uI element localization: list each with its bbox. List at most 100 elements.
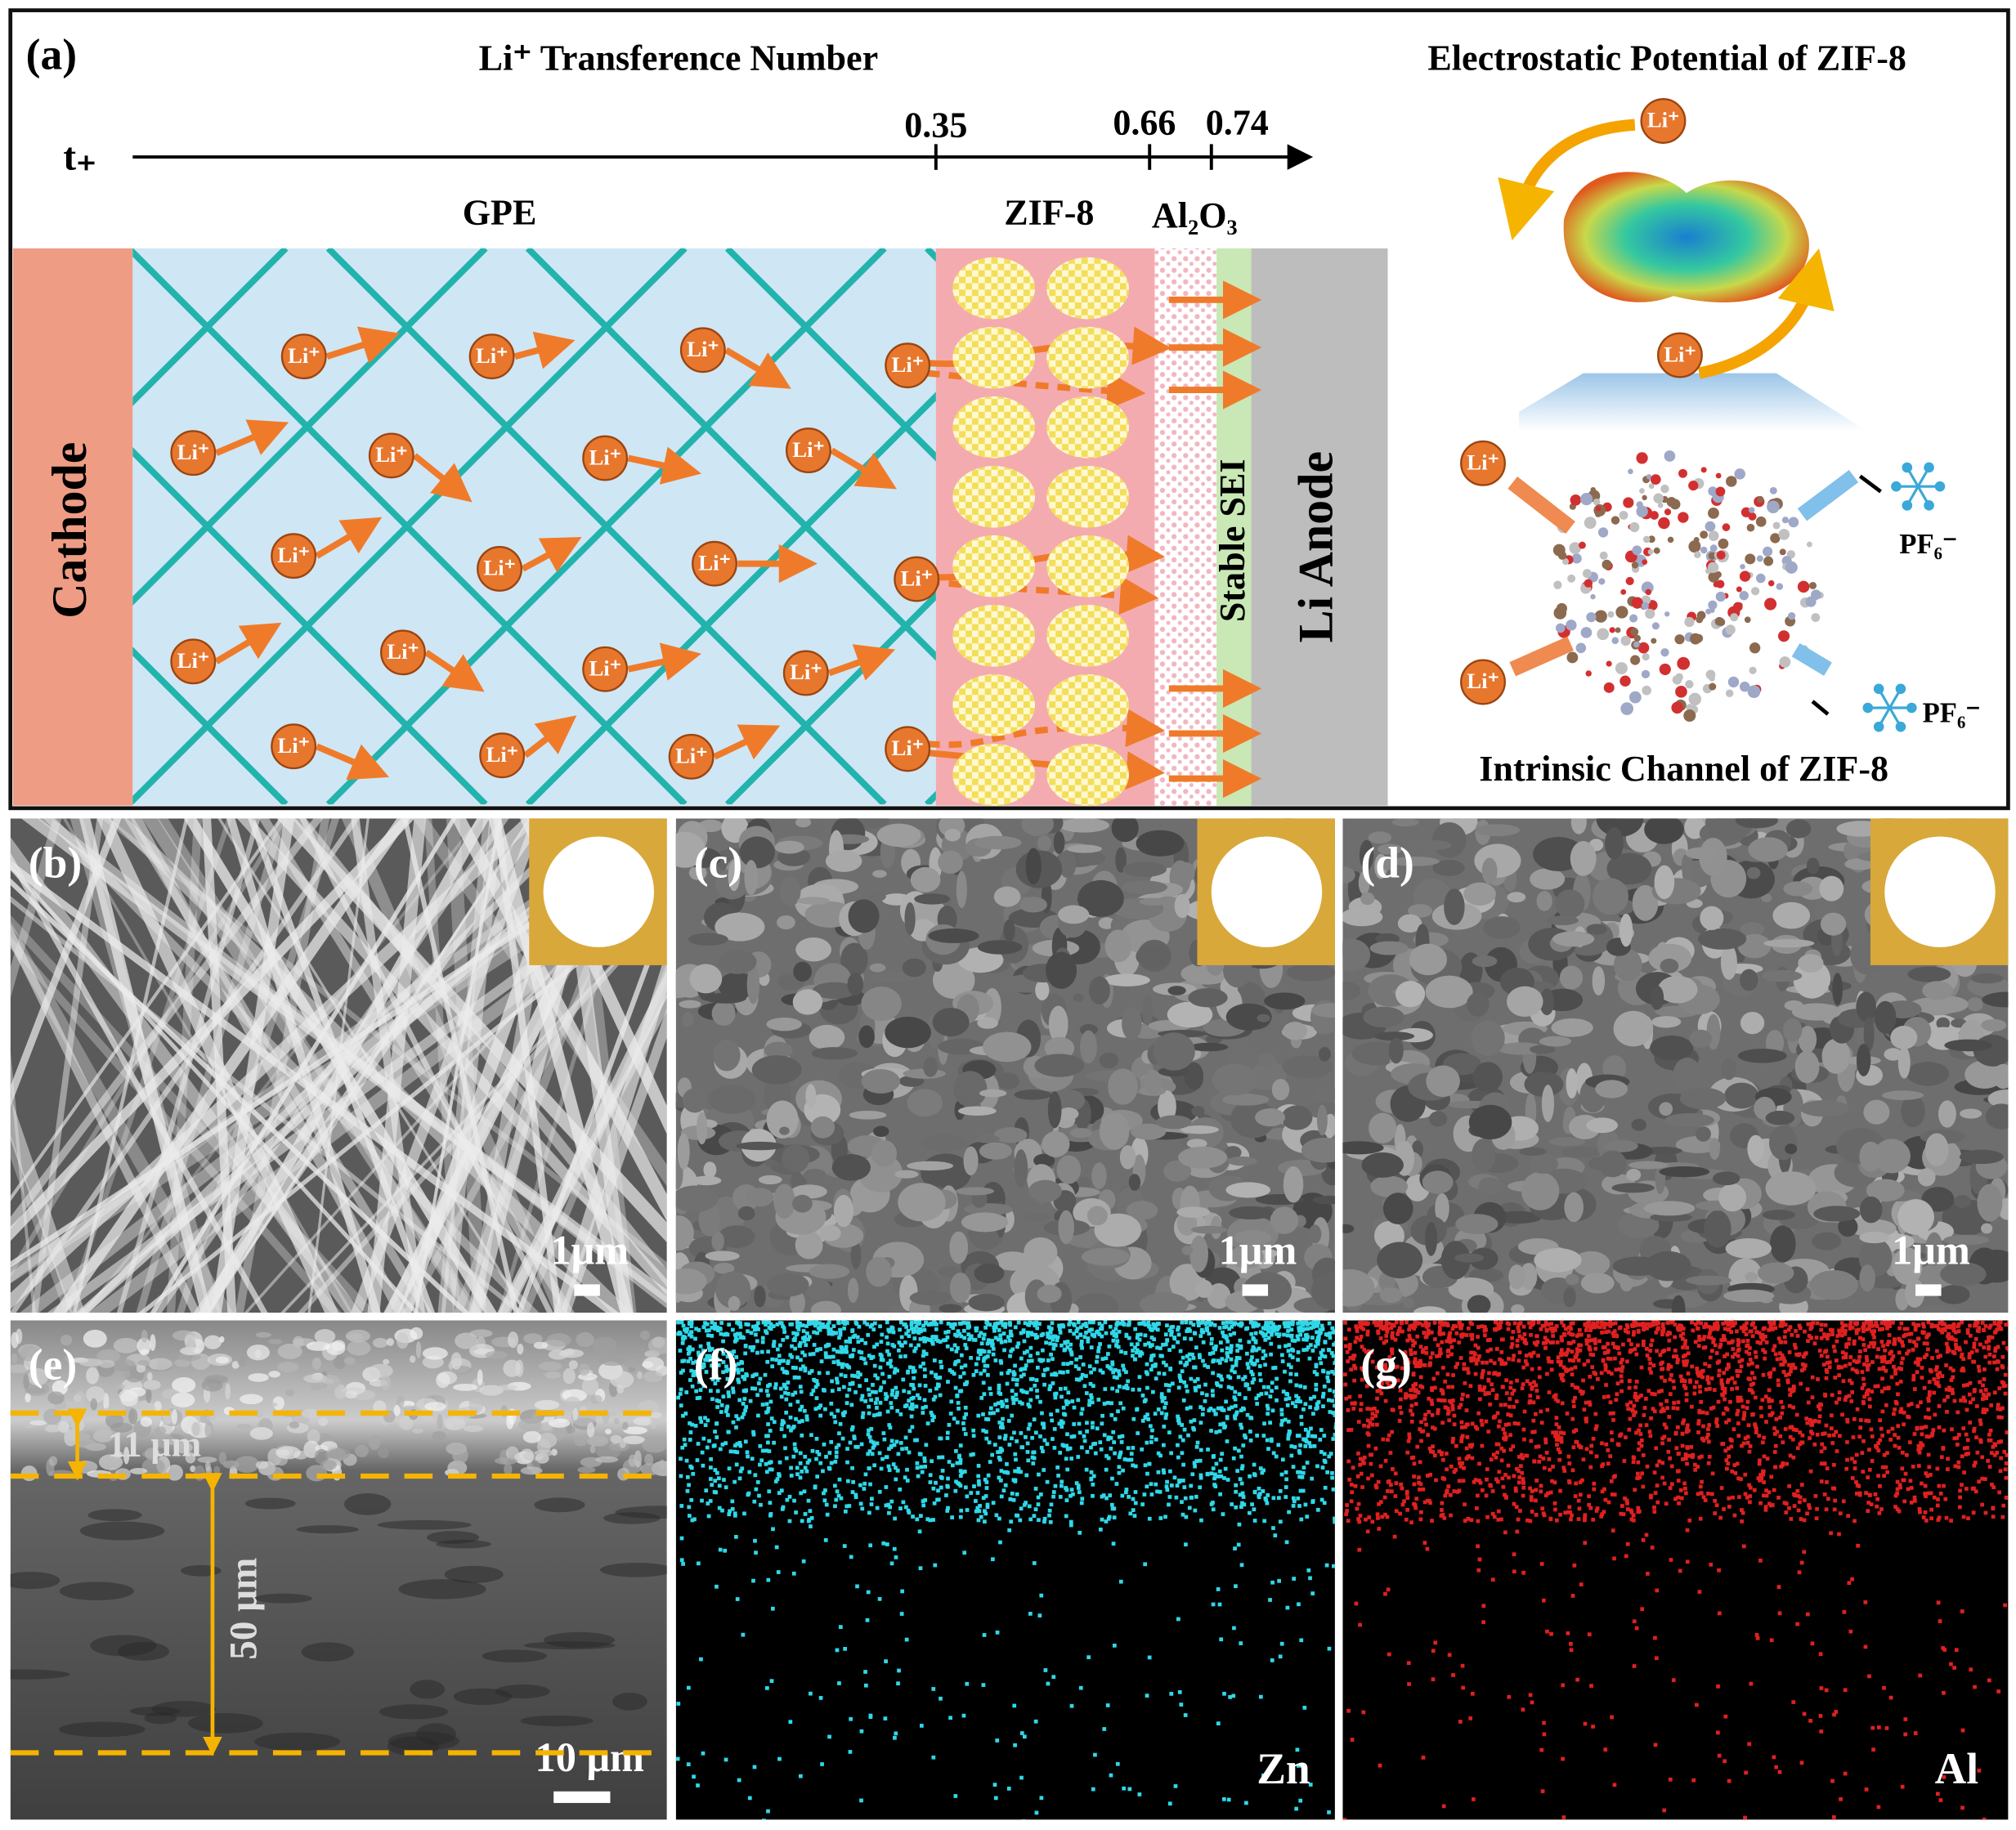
eds-dot <box>1163 1405 1167 1410</box>
grain <box>1312 1195 1335 1205</box>
eds-dot <box>1270 1580 1275 1585</box>
eds-dot <box>724 1757 728 1762</box>
eds-dot <box>716 1476 721 1481</box>
grain <box>11 1331 19 1349</box>
eds-dot <box>755 1350 759 1355</box>
grain <box>1794 1050 1820 1084</box>
eds-dot <box>1306 1568 1311 1573</box>
grain <box>1664 1112 1715 1128</box>
eds-dot <box>1280 1419 1284 1423</box>
eds-dot <box>1102 1727 1107 1731</box>
eds-dot <box>1251 1324 1256 1329</box>
eds-dot <box>823 1488 827 1492</box>
eds-dot <box>912 1376 916 1380</box>
grain <box>922 1134 967 1152</box>
atom <box>1714 571 1722 579</box>
grain <box>1136 830 1185 857</box>
ions: Li⁺ Li⁺ Li⁺Li⁺ Li⁺ Li⁺ Li⁺Li⁺Li⁺ Li⁺Li⁺ Li⁺Li⁺ L… <box>170 98 1703 799</box>
eds-dot <box>1310 1349 1315 1353</box>
eds-dot <box>803 1353 807 1358</box>
eds-dot <box>1122 1457 1127 1461</box>
eds-dot <box>1001 1322 1006 1327</box>
eds-dot <box>758 1376 763 1381</box>
eds-dot <box>1120 1434 1125 1438</box>
grain <box>1034 1054 1085 1077</box>
fiber <box>10 818 288 1278</box>
eds-dot <box>1308 1405 1312 1410</box>
eds-dot <box>957 1455 961 1460</box>
eds-dot <box>706 1514 711 1519</box>
eds-dot <box>1022 1339 1027 1344</box>
grain <box>237 1356 248 1367</box>
eds-dot <box>953 1385 958 1390</box>
grain <box>1632 884 1659 921</box>
grain <box>1785 1143 1798 1155</box>
eds-dot <box>1248 1430 1252 1434</box>
eds-dot <box>1216 1373 1221 1378</box>
eds-dot <box>1061 1362 1066 1367</box>
eds-dot <box>1029 1358 1034 1363</box>
eds-dot <box>998 1449 1003 1454</box>
eds-dot <box>795 1355 800 1360</box>
pf6-atom <box>1902 462 1913 473</box>
eds-dot <box>755 1393 760 1398</box>
eds-dot <box>779 1427 784 1431</box>
atom <box>1636 501 1643 508</box>
eds-dot <box>696 1361 701 1366</box>
eds-dot <box>1187 1358 1192 1362</box>
eds-dot <box>755 1339 759 1344</box>
grain <box>1798 1026 1817 1054</box>
eds-dot <box>1013 1452 1018 1456</box>
eds-dot <box>1091 1442 1095 1447</box>
eds-dot <box>1227 1327 1231 1331</box>
grain <box>184 1334 196 1350</box>
atom <box>1708 600 1718 610</box>
eds-dot <box>710 1334 715 1338</box>
grain <box>20 1345 38 1362</box>
eds-dot <box>913 1438 917 1443</box>
eds-dot <box>715 1325 719 1330</box>
eds-dot <box>1089 1393 1093 1398</box>
grain <box>628 1454 637 1467</box>
atom <box>1779 656 1791 668</box>
eds-dot <box>1164 1484 1169 1489</box>
eds-dot <box>756 1327 760 1331</box>
eds-dot <box>1074 1329 1079 1333</box>
eds-dot <box>730 1358 735 1363</box>
eds-dot <box>771 1324 776 1328</box>
eds-dot <box>962 1336 967 1340</box>
atom <box>1709 682 1717 691</box>
eds-dot <box>772 1420 777 1425</box>
eds-dot <box>736 1377 741 1382</box>
eds-dot <box>832 1414 837 1419</box>
atom <box>1776 583 1784 590</box>
eds-dot <box>1136 1342 1140 1346</box>
grain <box>1809 1270 1858 1300</box>
eds-dot <box>1055 1335 1060 1340</box>
ion-arrow <box>412 453 473 503</box>
eds-dot <box>824 1455 828 1459</box>
eds-dot <box>1167 1328 1172 1332</box>
grain <box>393 1405 401 1416</box>
eds-dot <box>1104 1454 1109 1458</box>
grain <box>594 1456 619 1463</box>
eds-dot <box>1185 1329 1189 1333</box>
eds-dot <box>1264 1391 1269 1396</box>
grain <box>396 1395 405 1408</box>
eds-dot <box>818 1325 823 1330</box>
grain <box>1559 965 1584 990</box>
grain <box>993 1251 1033 1271</box>
grain <box>1819 875 1844 902</box>
eds-dot <box>860 1394 865 1398</box>
eds-dot <box>800 1323 805 1327</box>
eds-dot <box>783 1390 787 1395</box>
grain <box>1859 1196 1883 1224</box>
grain <box>939 1304 962 1313</box>
eds-dot <box>1180 1500 1184 1504</box>
eds-dot <box>765 1686 769 1690</box>
eds-dot <box>1297 1602 1301 1607</box>
eds-dot <box>848 1750 853 1754</box>
eds-dot <box>1037 1613 1042 1617</box>
eds-dot <box>844 1394 849 1398</box>
eds-dot <box>789 1465 793 1470</box>
